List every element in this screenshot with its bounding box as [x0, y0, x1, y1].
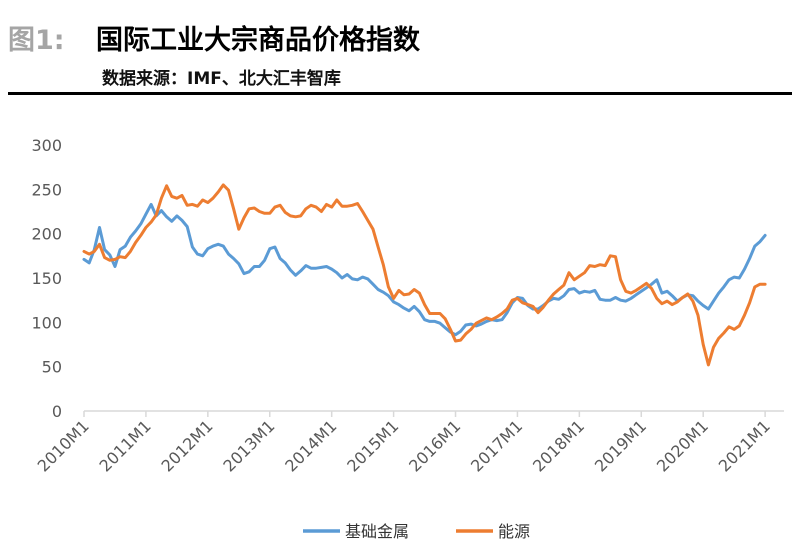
y-tick-label: 200 — [31, 225, 62, 244]
x-tick-label: 2020M1 — [653, 416, 712, 475]
x-tick-label: 2011M1 — [96, 416, 155, 475]
legend-label-metals: 基础金属 — [345, 522, 409, 541]
data-source: 数据来源：IMF、北大汇丰智库 — [102, 69, 341, 89]
x-tick-label: 2013M1 — [219, 416, 278, 475]
x-tick-label: 2014M1 — [281, 416, 340, 475]
series-line-energy — [82, 183, 767, 367]
chart-title: 国际工业大宗商品价格指数 — [96, 25, 420, 56]
series-line-metals — [82, 202, 767, 337]
x-tick-label: 2012M1 — [157, 416, 216, 475]
x-tick-label: 2016M1 — [405, 416, 464, 475]
y-tick-label: 100 — [31, 313, 62, 332]
x-tick-label: 2010M1 — [34, 416, 93, 475]
x-tick-label: 2017M1 — [467, 416, 526, 475]
header-rule — [8, 92, 792, 95]
x-tick-label: 2019M1 — [591, 416, 650, 475]
y-tick-label: 300 — [31, 136, 62, 155]
legend-label-energy: 能源 — [498, 522, 530, 541]
x-tick-label: 2018M1 — [529, 416, 588, 475]
x-tick-label: 2015M1 — [343, 416, 402, 475]
x-tick-label: 2021M1 — [715, 416, 774, 475]
y-tick-label: 150 — [31, 269, 62, 288]
y-tick-label: 0 — [52, 402, 62, 421]
figure-label: 图1: — [8, 25, 65, 56]
y-tick-label: 250 — [31, 180, 62, 199]
y-tick-label: 50 — [42, 358, 62, 377]
